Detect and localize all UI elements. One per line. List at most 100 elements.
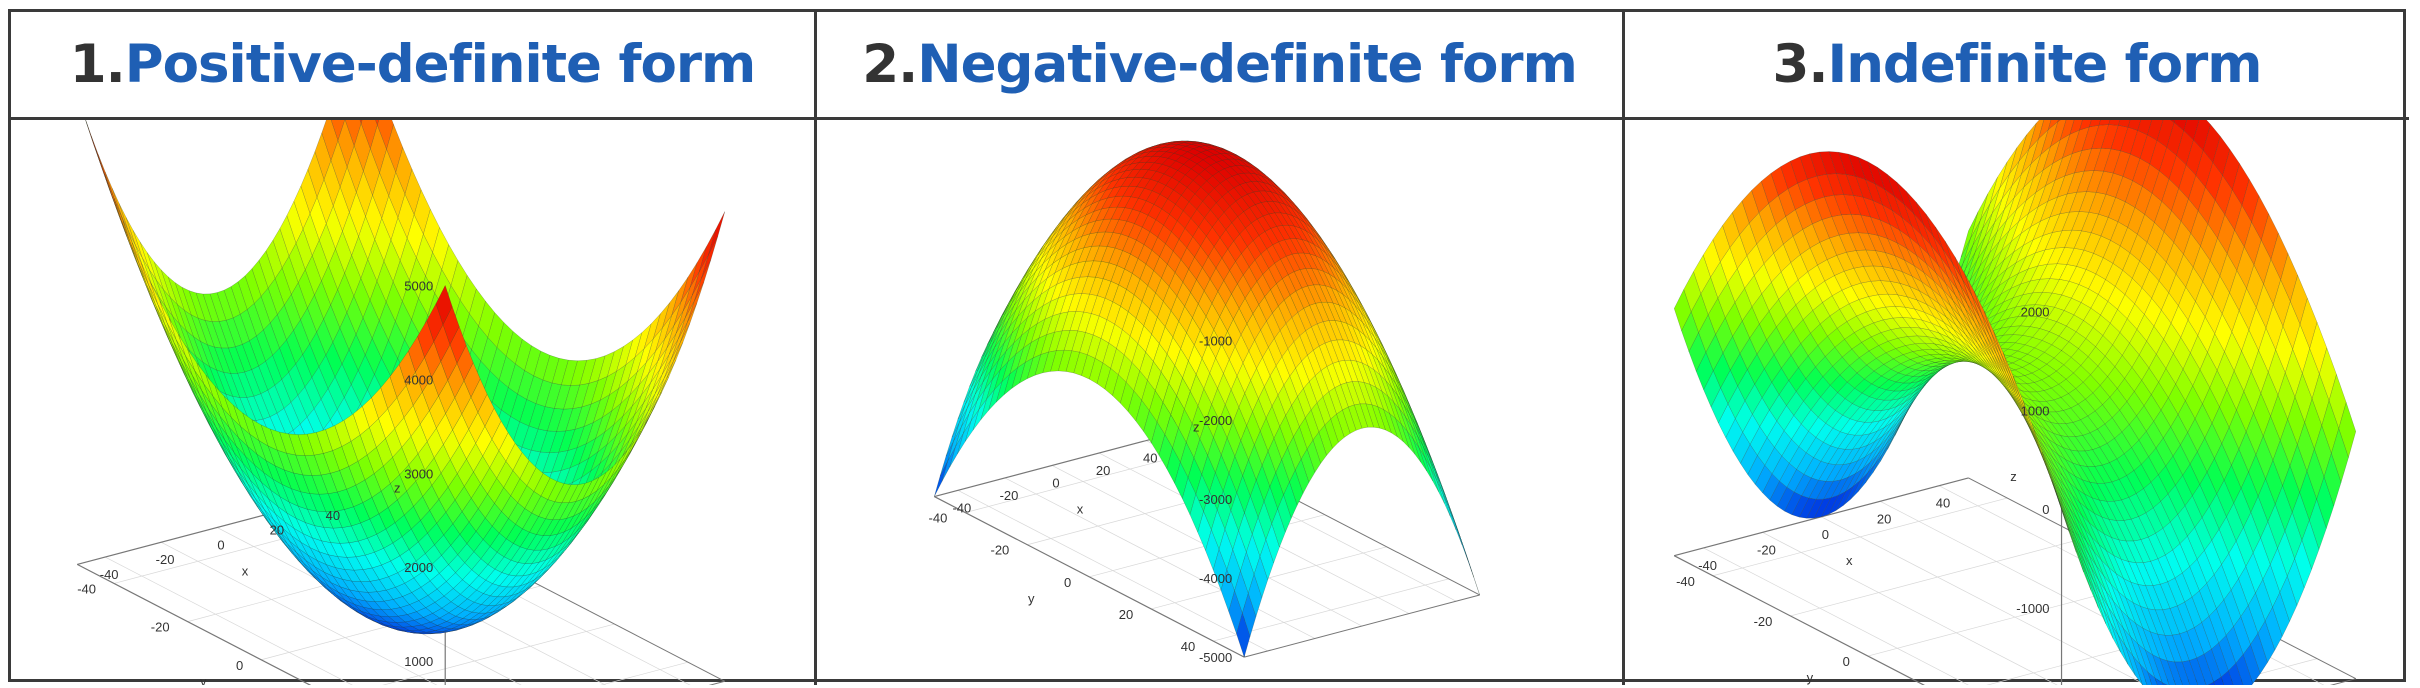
y-tick-label: -40 (929, 511, 948, 526)
surface-cell (435, 284, 453, 326)
y-axis-line (934, 496, 1245, 658)
x-tick-label: 40 (326, 508, 340, 523)
panel-1-header: 1.Positive-definite form (11, 12, 814, 120)
surface-cell (2207, 681, 2215, 685)
x-tick-label: -40 (100, 567, 119, 582)
x-tick-label: 0 (1822, 527, 1829, 542)
indefinite-surface-plot: -40-2002040-40-2002040-2000-100001000200… (1673, 120, 2357, 685)
x-tick-label: 40 (1143, 451, 1157, 466)
surface-cell (1301, 448, 1316, 483)
floor-back-edge (708, 680, 725, 685)
surface-cell (2220, 670, 2234, 685)
surface-cell (2118, 120, 2131, 128)
z-tick-label: 2000 (2021, 304, 2050, 319)
surface-cell (708, 211, 725, 255)
floor-gridline-y (1151, 546, 1387, 610)
surface-cell (85, 120, 94, 144)
x-tick-label: 20 (1877, 511, 1891, 526)
x-tick-label: 0 (217, 537, 224, 552)
panel-2-title: 2.Negative-definite form (862, 34, 1578, 95)
surface-cell (2338, 401, 2356, 459)
y-tick-label: -40 (1676, 574, 1695, 589)
surface-cell (112, 188, 129, 232)
surface-cell (2161, 682, 2168, 685)
floor-gridline-y (1712, 497, 2008, 577)
tick-labels: -40-2002040-40-2002040100020003000400050… (77, 278, 433, 685)
panel-1-number: 1. (69, 34, 126, 95)
surface-cell (375, 120, 380, 126)
x-axis-label: x (242, 563, 249, 578)
z-axis-label: z (2010, 469, 2017, 484)
z-tick-label: -1000 (2016, 601, 2049, 616)
panel-3-label: Indefinite form (1827, 34, 2262, 95)
surface-cell (2147, 120, 2164, 141)
z-tick-label: 5000 (404, 278, 433, 293)
z-tick-label: 1000 (2021, 403, 2050, 418)
x-tick-label: -20 (1757, 542, 1776, 557)
panel-2-plot: -40 -20 0 20 40 -40 -20 0 20 40 -5000 -4000 -3000 -20… (814, 120, 1622, 685)
y-axis-label: y (200, 674, 207, 685)
panel-2-number: 2. (862, 34, 918, 95)
surface-cell (105, 171, 122, 216)
floor-gridline-y (600, 661, 689, 685)
x-axis-line (934, 433, 1170, 498)
surface-cell (2079, 120, 2092, 131)
x-tick-label: 20 (270, 523, 284, 538)
floor-gridline-y (2215, 658, 2318, 685)
z-tick-label: -3000 (1199, 492, 1232, 507)
surface-cell (2170, 120, 2176, 123)
panel-2-label: Negative-definite form (917, 34, 1578, 95)
y-axis-line (1673, 555, 1926, 685)
surface-cell (2069, 120, 2083, 135)
positive-definite-surface-plot: -40-2002040-40-2002040100020003000400050… (76, 120, 726, 685)
surface-cell (1436, 480, 1451, 517)
y-tick-label: 0 (1843, 654, 1850, 669)
surface-mesh (1674, 120, 2356, 685)
x-tick-label: 20 (1096, 463, 1110, 478)
surface-cell (359, 120, 363, 124)
floor-gridline-y (1790, 537, 2085, 617)
z-tick-label: 1000 (404, 654, 433, 669)
floor-gridline-y (965, 450, 1201, 513)
z-tick-label: -2000 (1199, 413, 1232, 428)
z-axis-label: z (1193, 419, 1200, 434)
x-tick-label: 40 (1936, 496, 1950, 511)
z-tick-label: -1000 (1199, 334, 1232, 349)
surface-cell (2098, 120, 2111, 126)
y-tick-label: -20 (1754, 614, 1773, 629)
z-tick-label: 2000 (404, 560, 433, 575)
y-tick-label: 0 (236, 658, 243, 673)
surface-cell (1442, 492, 1457, 531)
surface-cell (2047, 120, 2059, 131)
panel-3-plot: -40-2002040-40-2002040-2000-100001000200… (1622, 120, 2409, 685)
surface-cell (2147, 671, 2158, 685)
z-tick-label: -5000 (1199, 650, 1232, 665)
tick-labels: -40-2002040-40-2002040-2000-100001000200… (1676, 304, 2049, 685)
surface-cell (331, 120, 345, 142)
z-tick-label: 3000 (404, 466, 433, 481)
surface-cell (2038, 120, 2052, 140)
z-tick-label: -4000 (1199, 571, 1232, 586)
x-tick-label: -20 (156, 552, 175, 567)
y-tick-label: 40 (1181, 639, 1195, 654)
surface-cell (2228, 662, 2244, 685)
surface-cell (2137, 120, 2152, 136)
surface-cell (2108, 120, 2121, 126)
z-axis-label: z (394, 480, 401, 495)
y-tick-label: -20 (151, 620, 170, 635)
surface-cell (2060, 120, 2075, 141)
x-tick-label: -40 (952, 500, 971, 515)
surface-cell (2154, 677, 2164, 685)
negative-definite-surface-plot: -40-2002040-40-2002040-5000-4000-3000-20… (929, 140, 1480, 665)
surface-cell (118, 203, 136, 246)
x-axis-label: x (1077, 501, 1084, 516)
panel-2-header: 2.Negative-definite form (814, 12, 1622, 120)
x-axis-label: x (1846, 553, 1853, 568)
y-axis-label: y (1028, 591, 1035, 606)
surface-cell (934, 460, 949, 497)
panel-3-header: 3.Indefinite form (1622, 12, 2409, 120)
tick-labels: -40-2002040-40-2002040-5000-4000-3000-20… (929, 334, 1233, 665)
panel-3-number: 3. (1772, 34, 1828, 95)
surface-cell (2089, 120, 2101, 128)
z-tick-label: 0 (2042, 502, 2049, 517)
